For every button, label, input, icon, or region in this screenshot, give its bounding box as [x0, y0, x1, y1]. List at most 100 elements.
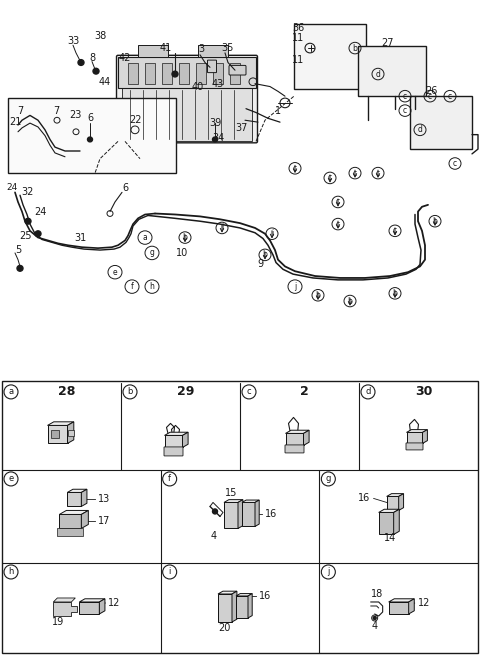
Text: 24: 24 — [6, 183, 18, 192]
Text: i: i — [168, 567, 171, 576]
Bar — [138, 45, 168, 57]
FancyBboxPatch shape — [117, 55, 257, 143]
Text: 13: 13 — [98, 495, 110, 504]
Text: d: d — [375, 69, 381, 79]
Text: f: f — [168, 474, 171, 483]
Polygon shape — [242, 502, 255, 527]
Text: b: b — [348, 297, 352, 305]
Polygon shape — [67, 493, 81, 506]
Polygon shape — [407, 430, 427, 432]
Text: 29: 29 — [177, 385, 194, 398]
Text: 41: 41 — [160, 43, 172, 53]
Polygon shape — [99, 599, 105, 614]
Circle shape — [87, 137, 93, 142]
Text: i: i — [221, 223, 223, 233]
Text: 9: 9 — [257, 259, 263, 269]
Text: 35: 35 — [222, 43, 234, 53]
Text: c: c — [393, 227, 397, 235]
Bar — [198, 45, 228, 57]
Polygon shape — [236, 593, 252, 596]
Text: 27: 27 — [382, 38, 394, 48]
Text: 16: 16 — [265, 510, 277, 519]
Text: c: c — [403, 92, 407, 101]
Text: a: a — [9, 387, 13, 396]
Bar — [122, 88, 252, 141]
Polygon shape — [48, 425, 68, 443]
Text: 12: 12 — [418, 598, 430, 608]
Text: 17: 17 — [98, 516, 111, 527]
Bar — [410, 96, 472, 149]
Text: 18: 18 — [371, 589, 383, 599]
Text: 4: 4 — [211, 531, 217, 542]
Text: a: a — [143, 233, 147, 242]
Text: d: d — [365, 387, 371, 396]
Text: 32: 32 — [22, 187, 34, 197]
Text: 40: 40 — [192, 82, 204, 92]
Text: 33: 33 — [67, 37, 79, 47]
Text: b: b — [315, 291, 321, 300]
Text: 22: 22 — [129, 115, 141, 125]
Text: 10: 10 — [176, 248, 188, 258]
Text: 28: 28 — [58, 385, 75, 398]
Polygon shape — [48, 422, 74, 425]
Polygon shape — [60, 510, 88, 514]
Text: 3: 3 — [198, 44, 204, 54]
FancyBboxPatch shape — [229, 66, 246, 75]
Polygon shape — [224, 500, 243, 502]
Text: 43: 43 — [212, 79, 224, 88]
Text: c: c — [328, 174, 332, 183]
Circle shape — [17, 265, 23, 271]
Bar — [50, 430, 59, 438]
Text: c: c — [353, 168, 357, 178]
FancyBboxPatch shape — [207, 60, 216, 73]
Polygon shape — [389, 602, 408, 614]
Text: 4: 4 — [372, 621, 378, 631]
Polygon shape — [236, 596, 248, 618]
Polygon shape — [165, 436, 182, 447]
Text: b: b — [182, 233, 187, 242]
Text: 15: 15 — [225, 489, 237, 498]
Text: 8: 8 — [89, 52, 95, 63]
Polygon shape — [399, 494, 404, 510]
Polygon shape — [165, 432, 188, 436]
FancyBboxPatch shape — [285, 445, 304, 453]
Bar — [68, 430, 73, 436]
Text: g: g — [325, 474, 331, 483]
Polygon shape — [286, 434, 303, 445]
Text: e: e — [113, 268, 117, 276]
Bar — [358, 46, 426, 96]
Polygon shape — [394, 509, 399, 534]
Text: c: c — [336, 219, 340, 229]
Text: b: b — [353, 44, 358, 52]
Polygon shape — [218, 594, 232, 622]
Polygon shape — [408, 599, 414, 614]
Polygon shape — [79, 602, 99, 614]
Text: d: d — [418, 125, 422, 134]
Circle shape — [78, 60, 84, 66]
Text: 37: 37 — [236, 123, 248, 133]
Text: 16: 16 — [359, 493, 371, 504]
Text: b: b — [127, 387, 132, 396]
Polygon shape — [238, 500, 243, 529]
Polygon shape — [242, 500, 259, 502]
Bar — [230, 62, 240, 84]
Polygon shape — [387, 494, 404, 496]
FancyBboxPatch shape — [406, 443, 423, 450]
Polygon shape — [53, 598, 75, 602]
Polygon shape — [81, 510, 88, 529]
Text: 36: 36 — [292, 23, 304, 33]
Text: 34: 34 — [212, 132, 224, 143]
Polygon shape — [53, 602, 77, 616]
Bar — [179, 62, 189, 84]
Text: 38: 38 — [94, 31, 106, 41]
Bar — [118, 57, 256, 88]
Text: c: c — [376, 168, 380, 178]
Text: 42: 42 — [119, 52, 131, 63]
Text: c: c — [428, 92, 432, 101]
Text: 11: 11 — [292, 54, 304, 65]
Text: c: c — [247, 387, 252, 396]
Circle shape — [213, 509, 217, 514]
Bar — [145, 62, 155, 84]
Text: 14: 14 — [384, 533, 396, 544]
Bar — [213, 62, 223, 84]
